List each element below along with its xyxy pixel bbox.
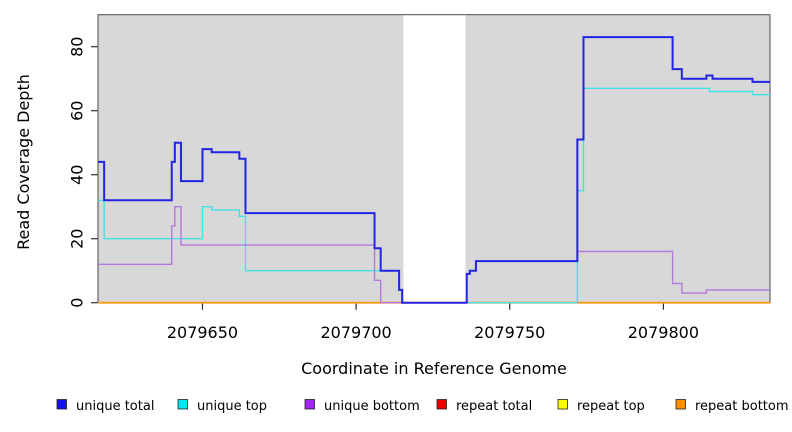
x-tick-label: 2079700 [320, 323, 391, 342]
y-tick-label: 40 [68, 165, 87, 185]
legend-swatch-repeat-total [436, 399, 447, 410]
legend-swatch-unique-total [56, 399, 67, 410]
y-tick-label: 60 [68, 101, 87, 121]
legend-swatch-repeat-top [557, 399, 568, 410]
legend-swatch-repeat-bottom [675, 399, 686, 410]
x-tick-label: 2079650 [167, 323, 238, 342]
y-axis-title: Read Coverage Depth [14, 74, 33, 250]
legend-label-repeat-total: repeat total [456, 399, 532, 414]
x-tick-label: 2079750 [474, 323, 545, 342]
x-tick-label: 2079800 [628, 323, 699, 342]
x-axis-title: Coordinate in Reference Genome [301, 359, 567, 378]
legend-label-unique-total: unique total [76, 399, 154, 414]
y-tick-label: 80 [68, 37, 87, 57]
legend-label-unique-bottom: unique bottom [324, 399, 420, 414]
legend-label-repeat-bottom: repeat bottom [695, 399, 789, 414]
legend-label-unique-top: unique top [197, 399, 267, 414]
legend-swatch-unique-bottom [304, 399, 315, 410]
masked-region [403, 14, 466, 303]
y-tick-label: 20 [68, 229, 87, 249]
series-line-unique-total [98, 36, 770, 304]
y-tick-label: 0 [68, 298, 87, 308]
legend-swatch-unique-top [177, 399, 188, 410]
legend-label-repeat-top: repeat top [577, 399, 645, 414]
